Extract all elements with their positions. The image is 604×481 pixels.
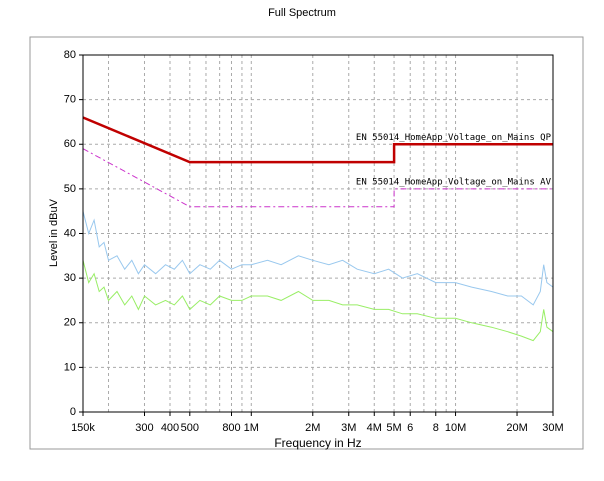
- y-axis-label: Level in dBuV: [48, 198, 60, 267]
- series-line: [82, 116, 553, 164]
- x-tick-label: 5M: [386, 422, 401, 434]
- x-tick-label: 4M: [367, 422, 382, 434]
- x-tick-label: 2M: [305, 422, 320, 434]
- y-tick-label: 50: [64, 183, 76, 195]
- y-tick-label: 20: [64, 317, 76, 329]
- x-tick-label: 8: [433, 422, 439, 434]
- y-tick-label: 80: [64, 49, 76, 61]
- y-tick-label: 0: [70, 406, 76, 418]
- x-tick-label: 400: [161, 422, 179, 434]
- y-tick-label: 60: [64, 138, 76, 150]
- x-axis-label: Frequency in Hz: [274, 436, 361, 450]
- x-tick-label: 20M: [506, 422, 527, 434]
- x-tick-label: 300: [135, 422, 153, 434]
- y-tick-label: 40: [64, 227, 76, 239]
- chart-title: Full Spectrum: [268, 7, 336, 19]
- y-tick-label: 10: [64, 361, 76, 373]
- y-tick-label: 70: [64, 94, 76, 106]
- limit-label: EN 55014_HomeApp_Voltage_on_Mains QP: [356, 133, 552, 143]
- x-tick-label: 800: [222, 422, 240, 434]
- series-line: [82, 211, 554, 306]
- x-tick-label: 6: [407, 422, 413, 434]
- x-tick-label: 3M: [341, 422, 356, 434]
- plot-border: [82, 54, 554, 413]
- series-line: [82, 260, 554, 342]
- x-tick-label: 150k: [71, 422, 95, 434]
- x-tick-label: 1M: [244, 422, 259, 434]
- x-tick-label: 500: [181, 422, 199, 434]
- series-line: [82, 148, 553, 208]
- x-tick-label: 10M: [445, 422, 466, 434]
- frame: [29, 36, 584, 450]
- y-tick-label: 30: [64, 272, 76, 284]
- x-tick-label: 30M: [542, 422, 563, 434]
- limit-label: EN 55014_HomeApp_Voltage_on_Mains AV: [356, 177, 552, 187]
